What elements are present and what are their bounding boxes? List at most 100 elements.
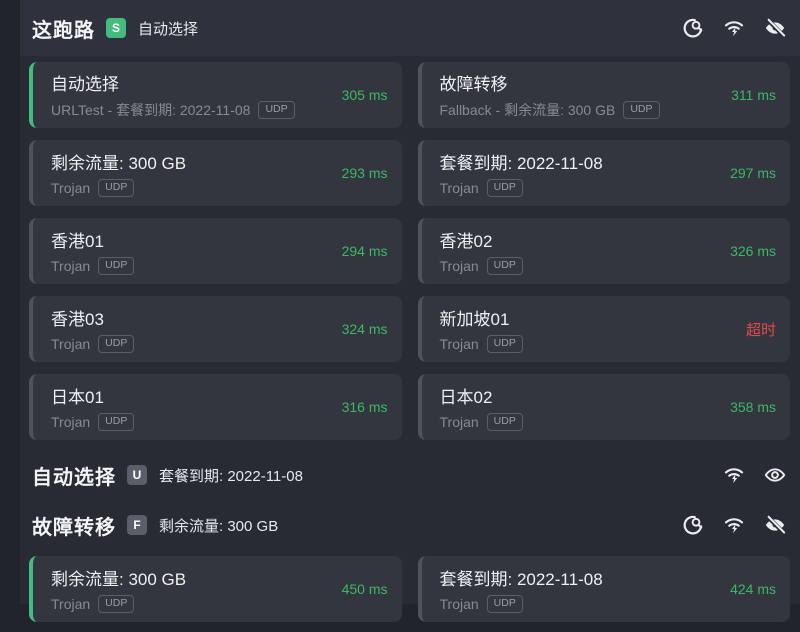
proxy-card[interactable]: 新加坡01 Trojan UDP 超时 bbox=[417, 296, 790, 362]
proxy-card[interactable]: 香港03 Trojan UDP 324 ms bbox=[29, 296, 402, 362]
latency-label: 424 ms bbox=[730, 581, 776, 597]
group-header-actions bbox=[682, 514, 786, 536]
proxy-detail-row: Trojan UDP bbox=[440, 179, 723, 197]
udp-badge: UDP bbox=[98, 257, 135, 275]
group-current-proxy: 剩余流量: 300 GB bbox=[159, 517, 279, 535]
latency-label: 294 ms bbox=[341, 243, 388, 259]
udp-badge: UDP bbox=[486, 179, 523, 197]
proxy-name: 套餐到期: 2022-11-08 bbox=[439, 154, 603, 174]
latency-label: 293 ms bbox=[341, 165, 388, 181]
eye-button[interactable] bbox=[764, 464, 786, 486]
proxy-protocol: Trojan bbox=[439, 257, 479, 274]
eye-off-icon bbox=[764, 17, 786, 39]
udp-badge: UDP bbox=[486, 257, 523, 275]
proxy-detail-row: Trojan UDP bbox=[51, 179, 334, 197]
proxy-protocol: Trojan bbox=[51, 179, 91, 196]
proxy-card[interactable]: 剩余流量: 300 GB Trojan UDP 450 ms bbox=[29, 556, 402, 622]
wifi-latency-icon bbox=[723, 464, 745, 486]
proxy-card-info: 日本02 Trojan UDP bbox=[440, 383, 723, 431]
proxy-card-info: 故障转移 Fallback - 剩余流量: 300 GB UDP bbox=[440, 70, 724, 120]
proxy-name: 香港02 bbox=[439, 232, 493, 252]
proxy-grid: 自动选择 URLTest - 套餐到期: 2022-11-08 UDP 305 … bbox=[20, 56, 800, 450]
proxy-protocol: Trojan bbox=[51, 257, 91, 274]
proxy-detail-row: Trojan UDP bbox=[440, 413, 723, 431]
latency-label: 358 ms bbox=[730, 399, 776, 415]
proxy-card[interactable]: 自动选择 URLTest - 套餐到期: 2022-11-08 UDP 305 … bbox=[29, 62, 402, 128]
wifi-latency-icon bbox=[723, 514, 745, 536]
proxy-card[interactable]: 日本01 Trojan UDP 316 ms bbox=[29, 374, 402, 440]
proxy-name: 自动选择 bbox=[51, 75, 119, 94]
latency-label: 326 ms bbox=[730, 243, 776, 259]
speedtest-icon bbox=[682, 514, 704, 536]
latency-label: 450 ms bbox=[341, 581, 388, 597]
proxy-card[interactable]: 香港01 Trojan UDP 294 ms bbox=[29, 218, 402, 284]
wifi-button[interactable] bbox=[723, 17, 745, 39]
proxy-detail-row: Trojan UDP bbox=[51, 257, 334, 275]
proxy-detail-row: Trojan UDP bbox=[51, 413, 334, 431]
proxy-card-info: 新加坡01 Trojan UDP bbox=[440, 305, 738, 353]
latency-label: 324 ms bbox=[341, 321, 388, 337]
udp-badge: UDP bbox=[258, 101, 295, 119]
proxy-protocol: URLTest - 套餐到期: 2022-11-08 bbox=[51, 102, 251, 118]
proxy-card[interactable]: 套餐到期: 2022-11-08 Trojan UDP 424 ms bbox=[417, 556, 790, 622]
proxy-card[interactable]: 故障转移 Fallback - 剩余流量: 300 GB UDP 311 ms bbox=[417, 62, 790, 128]
proxy-card[interactable]: 套餐到期: 2022-11-08 Trojan UDP 297 ms bbox=[417, 140, 790, 206]
udp-badge: UDP bbox=[98, 413, 135, 431]
proxy-name: 故障转移 bbox=[439, 75, 508, 94]
speedtest-button[interactable] bbox=[682, 514, 704, 536]
proxy-name: 香港03 bbox=[51, 310, 104, 330]
proxy-detail-row: URLTest - 套餐到期: 2022-11-08 UDP bbox=[51, 100, 334, 120]
speedtest-icon bbox=[682, 17, 704, 39]
proxy-detail-row: Trojan UDP bbox=[51, 335, 334, 353]
proxies-page: 这跑路 S 自动选择 自动选择 URLTest - bbox=[20, 0, 800, 622]
speedtest-button[interactable] bbox=[682, 17, 704, 39]
proxy-name: 香港01 bbox=[51, 232, 104, 252]
latency-label: 305 ms bbox=[341, 87, 388, 103]
proxy-name: 套餐到期: 2022-11-08 bbox=[439, 570, 603, 590]
proxy-detail-row: Fallback - 剩余流量: 300 GB UDP bbox=[440, 100, 724, 120]
group-title: 这跑路 bbox=[32, 19, 95, 42]
proxy-protocol: Fallback - 剩余流量: 300 GB bbox=[439, 102, 616, 118]
latency-label: 超时 bbox=[745, 321, 776, 339]
proxy-card[interactable]: 日本02 Trojan UDP 358 ms bbox=[417, 374, 790, 440]
proxy-card-info: 剩余流量: 300 GB Trojan UDP bbox=[51, 149, 334, 197]
wifi-button[interactable] bbox=[723, 514, 745, 536]
group-header-actions bbox=[723, 464, 786, 486]
proxy-name: 剩余流量: 300 GB bbox=[51, 570, 187, 590]
proxy-protocol: Trojan bbox=[439, 335, 479, 352]
eye-off-button[interactable] bbox=[764, 17, 786, 39]
proxy-name: 新加坡01 bbox=[439, 310, 510, 330]
proxy-protocol: Trojan bbox=[51, 335, 91, 352]
group-current-proxy: 套餐到期: 2022-11-08 bbox=[159, 467, 303, 485]
eye-off-icon bbox=[764, 514, 786, 536]
proxy-card-info: 剩余流量: 300 GB Trojan UDP bbox=[51, 565, 334, 613]
proxy-detail-row: Trojan UDP bbox=[440, 257, 723, 275]
group-title: 故障转移 bbox=[32, 516, 116, 539]
proxy-card[interactable]: 香港02 Trojan UDP 326 ms bbox=[417, 218, 790, 284]
latency-label: 297 ms bbox=[730, 165, 776, 181]
wifi-button[interactable] bbox=[723, 464, 745, 486]
udp-badge: UDP bbox=[486, 335, 523, 353]
udp-badge: UDP bbox=[98, 179, 135, 197]
group-current-proxy: 自动选择 bbox=[138, 20, 199, 38]
proxy-name: 剩余流量: 300 GB bbox=[51, 154, 187, 174]
group-title: 自动选择 bbox=[32, 466, 116, 489]
udp-badge: UDP bbox=[98, 335, 135, 353]
wifi-latency-icon bbox=[723, 17, 745, 39]
proxy-protocol: Trojan bbox=[439, 179, 479, 196]
proxy-card-info: 香港01 Trojan UDP bbox=[51, 227, 334, 275]
proxy-card-info: 香港02 Trojan UDP bbox=[440, 227, 723, 275]
proxy-card-info: 套餐到期: 2022-11-08 Trojan UDP bbox=[440, 149, 723, 197]
group-header-actions bbox=[682, 17, 786, 39]
proxy-group-header: 这跑路 S 自动选择 bbox=[20, 0, 800, 56]
udp-badge: UDP bbox=[486, 413, 523, 431]
proxy-group-header: 自动选择 U 套餐到期: 2022-11-08 bbox=[20, 450, 800, 500]
proxy-grid: 剩余流量: 300 GB Trojan UDP 450 ms 套餐到期: 202… bbox=[20, 550, 800, 632]
proxy-card[interactable]: 剩余流量: 300 GB Trojan UDP 293 ms bbox=[29, 140, 402, 206]
eye-off-button[interactable] bbox=[764, 514, 786, 536]
proxy-card-info: 香港03 Trojan UDP bbox=[51, 305, 334, 353]
proxy-group: 自动选择 U 套餐到期: 2022-11-08 bbox=[20, 450, 800, 500]
udp-badge: UDP bbox=[623, 101, 660, 119]
group-type-badge: S bbox=[106, 18, 126, 38]
proxy-card-info: 自动选择 URLTest - 套餐到期: 2022-11-08 UDP bbox=[51, 70, 334, 120]
